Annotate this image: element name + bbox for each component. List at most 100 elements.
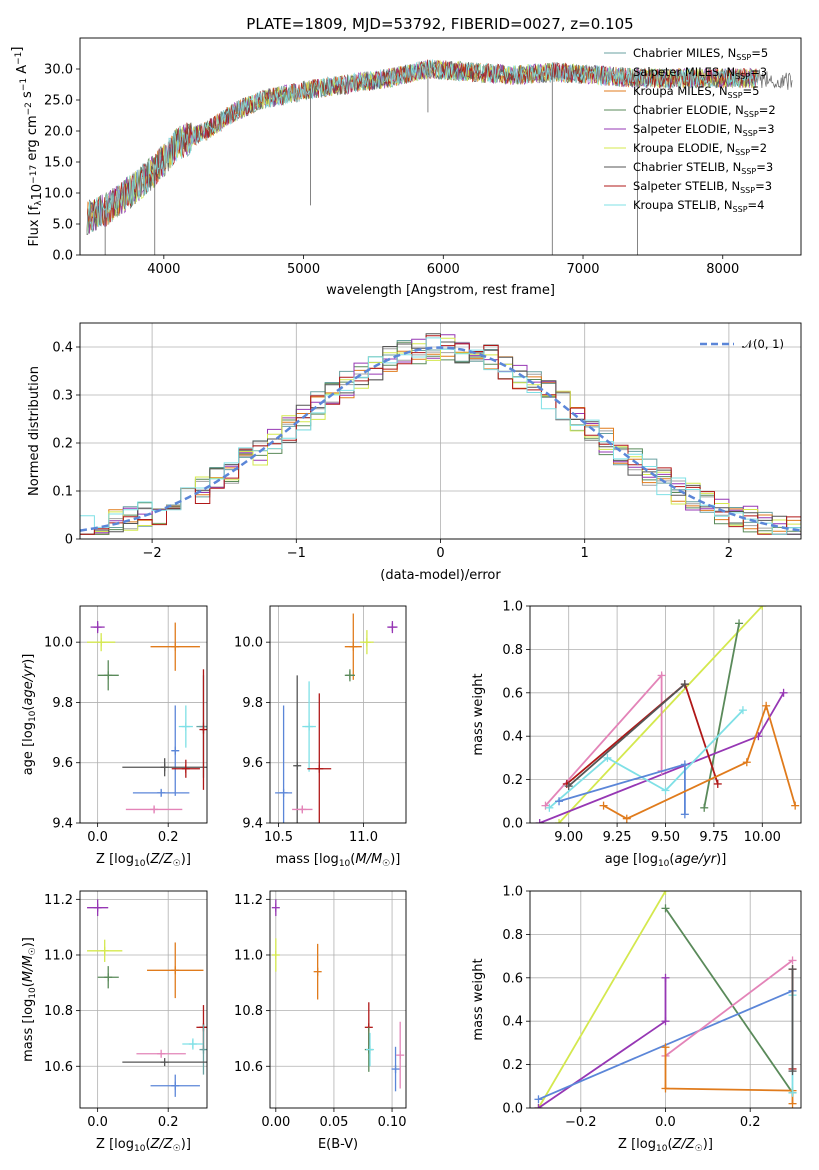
errorbars bbox=[87, 899, 207, 1097]
y-tick-label: 10.8 bbox=[234, 1004, 263, 1019]
x-tick-label: 0.0 bbox=[655, 1115, 676, 1130]
histogram-8 bbox=[80, 337, 801, 535]
y-axis-label: Flux [fλ10−17 erg cm−2 s−1 A−1] bbox=[10, 47, 45, 247]
label-part: Z/Z bbox=[150, 1137, 174, 1152]
x-axis-label: Z [log10(Z/Z☉)] bbox=[96, 1137, 191, 1154]
x-axis-label: Z [log10(Z/Z☉)] bbox=[96, 852, 191, 869]
x-tick-label: 2 bbox=[725, 546, 733, 561]
x-tick-label: 0.2 bbox=[158, 830, 179, 845]
label-part: ☉ bbox=[173, 1144, 181, 1154]
y-axis-label: mass weight bbox=[471, 958, 486, 1040]
axes-frame bbox=[269, 890, 407, 1109]
spectrum-lines bbox=[86, 59, 793, 255]
label-part: Z [log bbox=[96, 852, 134, 867]
y-tick-label: 15.0 bbox=[44, 156, 73, 171]
x-tick-label: 10.00 bbox=[744, 830, 781, 845]
y-tick-label: 10.0 bbox=[44, 187, 73, 202]
y-tick-label: 11.2 bbox=[234, 893, 263, 908]
y-tick-label: 11.0 bbox=[44, 948, 73, 963]
x-axis-label: E(B-V) bbox=[318, 1137, 358, 1152]
label-part: )] bbox=[181, 852, 191, 867]
label-part: )] bbox=[21, 654, 36, 664]
y-tick-label: 0.3 bbox=[52, 389, 73, 404]
y-tick-label: 10.6 bbox=[44, 1060, 73, 1075]
x-tick-label: 11.0 bbox=[349, 830, 378, 845]
x-tick-label: 4000 bbox=[147, 262, 180, 277]
x-tick-label: 10.5 bbox=[264, 830, 293, 845]
axes-frame bbox=[79, 322, 802, 540]
x-tick-label: 0.00 bbox=[261, 1115, 290, 1130]
x-tick-label: 0 bbox=[436, 546, 444, 561]
histograms bbox=[80, 333, 801, 535]
x-tick-label: 0.0 bbox=[87, 830, 108, 845]
mass-weight-lines bbox=[534, 891, 797, 1108]
label-part: age [log bbox=[605, 852, 658, 867]
axes-frame bbox=[269, 605, 407, 824]
errorbars bbox=[87, 621, 207, 814]
label-part: ( bbox=[667, 1137, 672, 1152]
x-tick-label: 0.2 bbox=[740, 1115, 761, 1130]
y-tick-label: 30.0 bbox=[44, 63, 73, 78]
histogram-3 bbox=[80, 341, 801, 535]
y-tick-label: 10.0 bbox=[234, 636, 263, 651]
axes-frame bbox=[529, 605, 802, 824]
x-axis-label: (data-model)/error bbox=[380, 568, 501, 583]
y-tick-label: 9.6 bbox=[52, 756, 73, 771]
label-part: 10 bbox=[339, 859, 351, 869]
y-label-part: λ bbox=[34, 200, 44, 206]
y-label-part: erg cm bbox=[25, 115, 40, 164]
series-line bbox=[537, 891, 667, 1108]
label-part: ( bbox=[21, 982, 36, 987]
y-tick-label: 0.0 bbox=[502, 1102, 523, 1117]
y-label-part: −2 bbox=[24, 102, 34, 115]
series-line bbox=[568, 683, 686, 787]
y-tick-label: 9.6 bbox=[242, 756, 263, 771]
label-part: )] bbox=[181, 1137, 191, 1152]
y-tick-label: 9.4 bbox=[242, 817, 263, 832]
axes-frame bbox=[79, 890, 208, 1109]
y-tick-label: 0.0 bbox=[52, 249, 73, 264]
label-part: Z/Z bbox=[150, 852, 174, 867]
label-part: 10 bbox=[28, 987, 38, 999]
y-tick-label: 0.1 bbox=[52, 485, 73, 500]
label-part: ☉ bbox=[28, 947, 38, 955]
x-tick-label: 8000 bbox=[706, 262, 739, 277]
label-part: mass [log bbox=[276, 852, 339, 867]
y-axis-label: mass weight bbox=[471, 673, 486, 755]
y-axis-label: Normed distribution bbox=[27, 366, 42, 496]
y-tick-label: 0.6 bbox=[502, 686, 523, 701]
y-axis-label: mass [log10(M/M☉)] bbox=[21, 937, 38, 1062]
x-tick-label: −2 bbox=[143, 546, 162, 561]
series-line bbox=[664, 959, 794, 1057]
y-tick-label: 0 bbox=[65, 533, 73, 548]
y-tick-label: 10.8 bbox=[44, 1004, 73, 1019]
x-tick-label: −1 bbox=[287, 546, 306, 561]
y-label-part: −1 bbox=[14, 52, 24, 65]
x-tick-label: 7000 bbox=[566, 262, 599, 277]
y-tick-label: 0.4 bbox=[502, 1015, 523, 1030]
x-axis-label: Z [log10(Z/Z☉)] bbox=[618, 1137, 713, 1154]
errorbars bbox=[275, 613, 398, 823]
x-tick-label: 9.75 bbox=[699, 830, 728, 845]
y-tick-label: 1.0 bbox=[502, 600, 523, 615]
label-part: ( bbox=[669, 852, 674, 867]
y-tick-label: 0.0 bbox=[502, 817, 523, 832]
label-part: ( bbox=[350, 852, 355, 867]
x-tick-label: 1 bbox=[581, 546, 589, 561]
legend-label: 𝒩(0, 1) bbox=[742, 337, 784, 351]
label-part: 10 bbox=[28, 710, 38, 722]
y-tick-label: 9.4 bbox=[52, 817, 73, 832]
gaussian-curve bbox=[80, 346, 801, 532]
label-part: age/yr bbox=[21, 662, 36, 705]
y-tick-label: 9.8 bbox=[52, 696, 73, 711]
series-line bbox=[664, 1047, 794, 1104]
label-part: )] bbox=[21, 937, 36, 947]
axes-frame bbox=[529, 890, 802, 1109]
label-part: ( bbox=[145, 852, 150, 867]
x-axis-label: age [log10(age/yr)] bbox=[605, 852, 727, 869]
label-part: Z/Z bbox=[672, 1137, 696, 1152]
x-tick-label: 0.0 bbox=[87, 1115, 108, 1130]
errorbars bbox=[271, 899, 405, 1092]
y-tick-label: 9.8 bbox=[242, 696, 263, 711]
histogram-2 bbox=[80, 350, 801, 535]
